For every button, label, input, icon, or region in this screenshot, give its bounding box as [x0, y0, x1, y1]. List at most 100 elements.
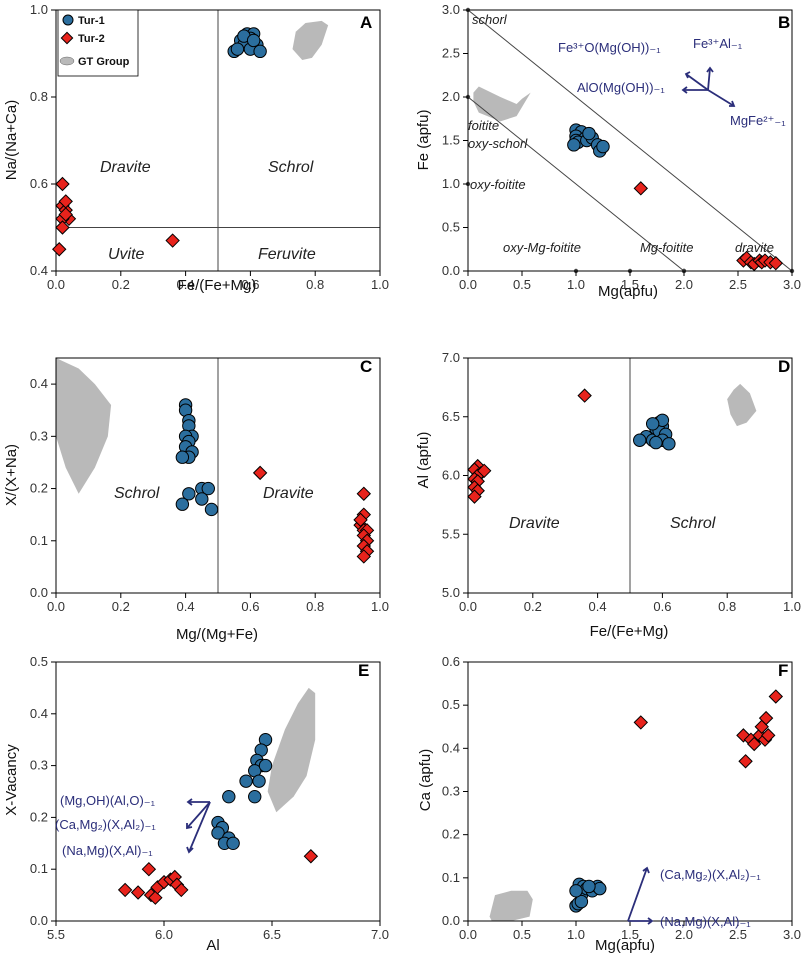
panel-e-vec-1: (Mg,OH)(Al,O)₋₁	[60, 793, 156, 808]
panel-e-arrow-3	[188, 801, 211, 853]
panel-b-xtick-label-3: 1.5	[621, 277, 639, 292]
panel-a-frame	[55, 9, 381, 272]
panel-f-xtick-label-4: 2.0	[675, 927, 693, 942]
panel-a-xtick-label-3: 0.6	[241, 277, 259, 292]
panel-a-tur1-point-8	[253, 44, 267, 59]
panel-b-ytick-label-6: 3.0	[442, 2, 460, 17]
panel-f-tur1-point-9	[574, 894, 589, 909]
panel-b-vec-2: Fe³⁺Al₋₁	[693, 36, 743, 51]
panel-d-plot: 0.0 0.2 0.4 0.6 0.8 1.0 5.0 5.5 6.0 6.5 7.0	[442, 350, 801, 614]
panel-a-tur2-point-8	[165, 233, 180, 248]
panel-b-tur2-point-0	[633, 181, 649, 196]
panel-b-xtick-label-5: 2.5	[729, 277, 747, 292]
panel-d-xtick-label-1: 0.2	[524, 599, 542, 614]
panel-b: 0.0 0.5 1.0 1.5 2.0 2.5 3.0 0.0 0.5 1.0 1.5 2.0 2.5 3…	[415, 2, 801, 300]
panel-b-ytick-label-5: 2.5	[442, 46, 460, 61]
panel-f: 0.0 0.5 1.0 1.5 2.0 2.5 3.0 0.0 0.1 0.2 0.3 0.4 0.5 0…	[417, 654, 801, 954]
panel-c-gt-field	[56, 358, 112, 494]
panel-f-arrowhead-2	[647, 917, 654, 925]
panel-b-label-oxy-mg-foitite: oxy-Mg-foitite	[503, 240, 581, 255]
panel-b-arrowhead-1	[684, 71, 691, 79]
panel-c-letter: C	[360, 357, 372, 376]
panel-f-letter: F	[778, 661, 788, 680]
panel-d-ytick-label-1: 5.5	[442, 526, 460, 541]
panel-b-ytick-label-3: 1.5	[442, 133, 460, 148]
panel-f-vec-2: (Na,Mg)(X,Al)₋₁	[660, 914, 751, 929]
legend-tur2-label: Tur-2	[78, 33, 105, 45]
panel-b-label-foitite: foitite	[468, 118, 499, 133]
panel-b-arrow-2	[707, 67, 711, 91]
panel-c-tur1-point-16	[204, 502, 219, 517]
panel-d-ytick-label-0: 5.0	[442, 585, 460, 600]
panel-c-ytick-label-0: 0.0	[30, 585, 48, 600]
panel-c-field-dravite: Dravite	[263, 485, 314, 502]
panel-e-ylabel: X-Vacancy	[3, 744, 20, 816]
panel-e-ytick-label-0: 0.0	[30, 913, 48, 928]
panel-a-tur2-point-9	[58, 207, 73, 222]
panel-d-field-schrol: Schrol	[670, 515, 716, 532]
panel-d-tur2-point-0	[577, 388, 592, 403]
panel-e-gt-field	[267, 687, 316, 813]
legend: Tur-1 Tur-2 GT Group	[57, 9, 139, 77]
panel-d-xlabel: Fe/(Fe+Mg)	[590, 623, 669, 640]
panel-b-gt-field	[473, 86, 531, 122]
panel-b-tur2-point-9	[768, 255, 784, 271]
panel-e-plot: 5.5 6.0 6.5 7.0 0.0 0.1 0.2 0.3 0.4 0.5	[30, 654, 389, 942]
panel-e-ytick-label-4: 0.4	[30, 706, 48, 721]
panel-b-ytick-label-1: 0.5	[442, 220, 460, 235]
panel-a-xtick-label-0: 0.0	[47, 277, 65, 292]
panel-f-ylabel: Ca (apfu)	[417, 749, 434, 812]
panel-a-ytick-label-1: 0.6	[30, 176, 48, 191]
panel-c-xtick-label-5: 1.0	[371, 599, 389, 614]
panel-e-ytick-label-5: 0.5	[30, 654, 48, 669]
panel-f-arrow-1	[627, 867, 648, 922]
panel-c-tur1-point-15	[175, 497, 190, 511]
panel-f-gt-field	[489, 890, 533, 921]
panel-e-arrowhead-1	[186, 798, 193, 806]
panel-e-tur1-point-15	[226, 836, 240, 850]
panel-a-field-uvite: Uvite	[108, 246, 145, 263]
panel-b-ytick-label-0: 0.0	[442, 263, 460, 278]
panel-e-ytick-label-2: 0.2	[30, 809, 48, 824]
panel-f-tur1-point-11	[569, 884, 583, 898]
panel-b-tur1-point-12	[567, 138, 581, 152]
panel-e-tur2-point-1	[117, 882, 133, 898]
panel-c-field-schrol: Schrol	[114, 485, 160, 502]
panel-a-xtick-label-5: 1.0	[371, 277, 389, 292]
panel-d-xtick-label-2: 0.4	[589, 599, 607, 614]
panel-a-field-feruvite: Feruvite	[258, 246, 316, 263]
panel-e-xtick-label-1: 6.0	[155, 927, 173, 942]
panel-f-xtick-label-5: 2.5	[729, 927, 747, 942]
panel-c-tur2-point-10	[356, 549, 372, 564]
panel-a-letter: A	[360, 13, 372, 32]
legend-tur2-marker	[60, 31, 74, 45]
panel-c-xtick-label-0: 0.0	[47, 599, 65, 614]
panel-a-tur1-point-11	[246, 33, 261, 48]
panel-d-tur2-point-10	[476, 463, 492, 479]
panel-a-xlabel: Fe/(Fe+Mg)	[178, 277, 257, 294]
panel-f-xtick-label-6: 3.0	[783, 927, 801, 942]
panel-a: 0.0 0.2 0.4 0.6 0.8 1.0 0.4 0.6 0.8 1.0 A Dravite…	[3, 2, 389, 294]
panel-d-tur1-point-9	[649, 435, 663, 450]
panel-e-tur2-point-5	[148, 890, 163, 905]
panel-b-arrowhead-3	[681, 86, 688, 94]
panel-f-tur2-point-4	[746, 736, 762, 752]
panel-b-ylabel: Fe (apfu)	[415, 110, 432, 171]
panel-d-tur1-point-1	[633, 433, 647, 447]
panel-d-ytick-label-2: 6.0	[442, 468, 460, 483]
panel-a-tur2-point-7	[52, 242, 67, 257]
panel-c-frame	[55, 357, 381, 594]
panel-e-vector-arrows	[186, 798, 211, 854]
panel-e: 5.5 6.0 6.5 7.0 0.0 0.1 0.2 0.3 0.4 0.5 E (Mg,OH)…	[3, 654, 389, 954]
panel-a-ytick-label-2: 0.8	[30, 89, 48, 104]
panel-e-arrow-2	[186, 801, 211, 829]
panel-a-xtick-label-2: 0.4	[177, 277, 195, 292]
legend-gt-label: GT Group	[78, 56, 130, 68]
panel-b-vector-arrows	[681, 66, 736, 107]
panel-b-xlabel: Mg(apfu)	[598, 283, 658, 300]
panel-b-tur1-point-11	[596, 139, 610, 154]
panel-e-ytick-label-3: 0.3	[30, 758, 48, 773]
panel-f-ytick-label-6: 0.6	[442, 654, 460, 669]
panel-d-ylabel: Al (apfu)	[415, 432, 432, 489]
panel-e-tur1-point-9	[222, 789, 236, 804]
